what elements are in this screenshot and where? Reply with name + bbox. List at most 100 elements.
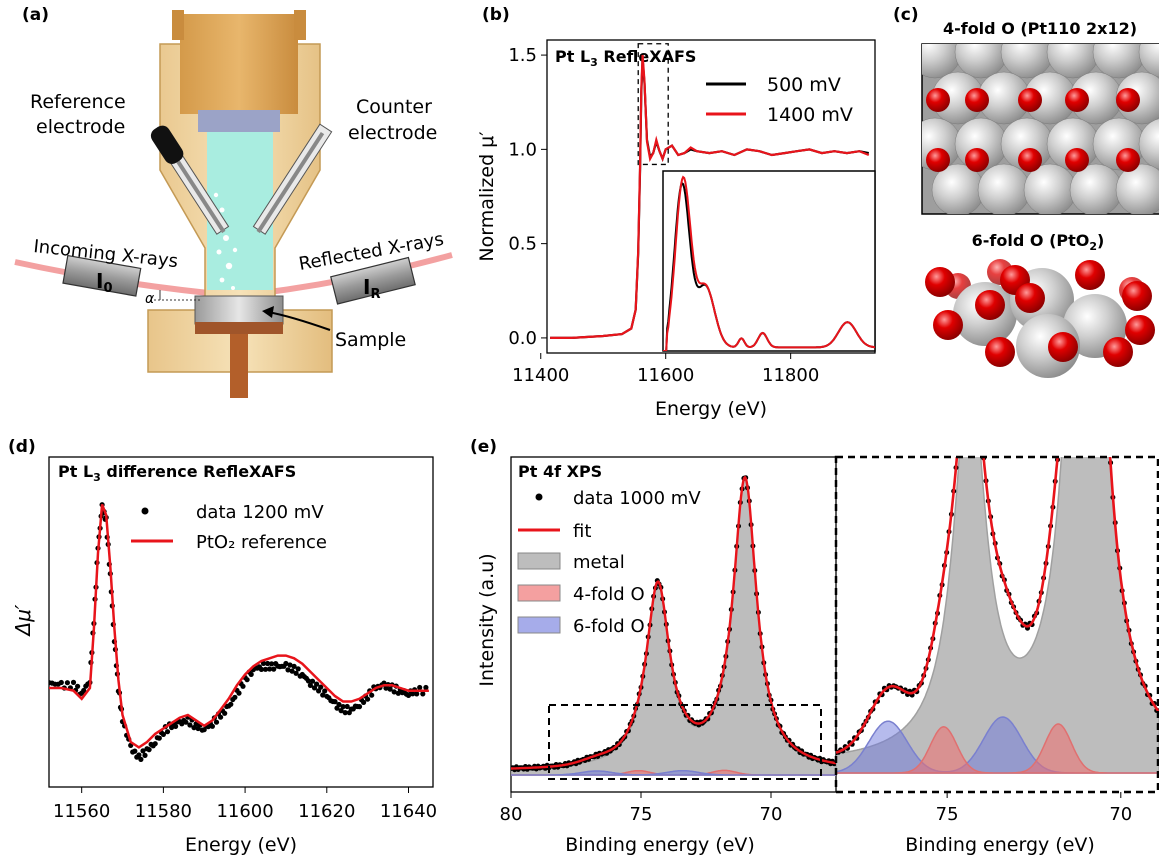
o-atom: [1122, 281, 1152, 311]
pt-atom: [977, 163, 1031, 214]
panel-b-chart: 11400 11600 11800 0.0 0.5 1.0 1.5 Energy (eV) No…: [476, 39, 876, 420]
o-atom: [1065, 88, 1089, 112]
panel-c-label: (c): [893, 5, 919, 25]
o-atom: [1075, 260, 1105, 290]
x-tick-label: 70: [760, 804, 783, 825]
o-atom: [1065, 148, 1089, 172]
panel-a-label: (a): [22, 5, 49, 25]
four-fold-structure: [922, 44, 1159, 214]
legend-label: 6-fold O: [573, 616, 645, 637]
x-axis-label: Binding energy (eV): [565, 834, 755, 856]
data-point: [289, 668, 295, 674]
x-axis-label: Energy (eV): [655, 398, 767, 420]
legend-dot: [141, 507, 149, 515]
data-point: [138, 756, 144, 763]
six-fold-structure: [925, 259, 1155, 378]
panel-d-chart: 11560 11580 11600 11620 11640 Energy (eV) Δμ′ P…: [11, 456, 437, 856]
alpha-label: α: [145, 291, 155, 307]
data-point: [287, 662, 293, 668]
inset-data-point: [1106, 424, 1111, 429]
x-tick-label: 11560: [53, 801, 110, 822]
reference-electrode-label-2: electrode: [36, 116, 125, 138]
data-point: [70, 679, 77, 686]
data-point: [164, 729, 171, 735]
x-tick-label: 11800: [762, 365, 819, 386]
data-point: [218, 714, 224, 720]
o-atom: [933, 310, 963, 340]
x-tick-label: 80: [500, 804, 523, 825]
inset-fit-line: [836, 457, 1159, 754]
inset-data-point: [979, 433, 984, 438]
data-point: [260, 660, 267, 667]
electrochemical-cell-schematic: I0 IR α Reference electrode Counter elec…: [14, 10, 453, 398]
data-point: [340, 704, 346, 710]
plot-frame: [48, 456, 434, 788]
o-atom: [975, 290, 1005, 320]
data-point: [320, 692, 326, 698]
x-tick-label: 11620: [298, 801, 355, 822]
six-fold-area: [511, 769, 836, 776]
pt-atom: [1115, 163, 1159, 214]
y-tick-label: 1.5: [508, 45, 537, 66]
legend-patch: [517, 584, 561, 602]
inset-data-point: [977, 406, 982, 411]
o-atom: [965, 148, 989, 172]
data-point: [269, 661, 275, 667]
data-point: [81, 687, 87, 694]
data-point: [285, 667, 291, 673]
data-point: [387, 686, 393, 692]
data-point: [136, 752, 142, 758]
data-point: [309, 678, 316, 684]
inset-frame: [834, 455, 1159, 794]
sample-holder: [195, 322, 283, 334]
data-point: [152, 741, 158, 747]
chart-title: Pt L3 difference RefleXAFS: [58, 462, 296, 484]
legend-label: data 1200 mV: [196, 502, 324, 523]
data-point: [265, 660, 271, 667]
reference-electrode-label-1: Reference: [30, 91, 126, 113]
inset-four-fold-area: [836, 723, 1159, 774]
y-axis-label: Δμ′: [11, 604, 35, 637]
data-point: [173, 723, 179, 730]
counter-electrode-label-1: Counter: [356, 96, 432, 118]
inset-data-point: [965, 353, 970, 358]
legend-label: fit: [573, 521, 591, 542]
data-point: [142, 752, 148, 759]
ir-detector: [330, 256, 416, 305]
data-point: [293, 670, 299, 676]
x-tick-label: 11600: [637, 365, 694, 386]
data-point: [187, 722, 193, 728]
data-point: [140, 748, 146, 754]
title-rest: difference RefleXAFS: [101, 462, 296, 481]
data-point: [322, 688, 328, 694]
legend-patch: [517, 616, 561, 634]
title-rest: RefleXAFS: [598, 47, 697, 66]
data-point: [240, 683, 246, 689]
data-point: [222, 710, 228, 716]
inset-data-point: [1060, 399, 1065, 404]
o-atom: [926, 88, 950, 112]
data-point: [244, 677, 250, 683]
data-point: [318, 684, 324, 690]
window: [198, 110, 280, 132]
panel-b-label: (b): [482, 5, 510, 25]
electrolyte: [207, 128, 273, 290]
legend-label: data 1000 mV: [573, 488, 701, 509]
legend-label: 4-fold O: [573, 584, 645, 605]
data-point: [283, 660, 289, 667]
o-atom: [1018, 148, 1042, 172]
zoom-box: [637, 43, 669, 166]
inset-series-group: [663, 175, 875, 351]
inset-data-point: [960, 389, 965, 394]
cell-cap: [180, 14, 298, 114]
data-point: [342, 710, 348, 716]
o-atom: [1103, 337, 1133, 367]
counter-electrode-label-2: electrode: [348, 122, 437, 144]
data-point: [423, 684, 429, 691]
inset-data-point: [958, 412, 963, 417]
title-subscript: 3: [93, 471, 101, 484]
o-atom: [1125, 315, 1155, 345]
data-point: [336, 701, 342, 708]
data-point: [305, 678, 311, 684]
